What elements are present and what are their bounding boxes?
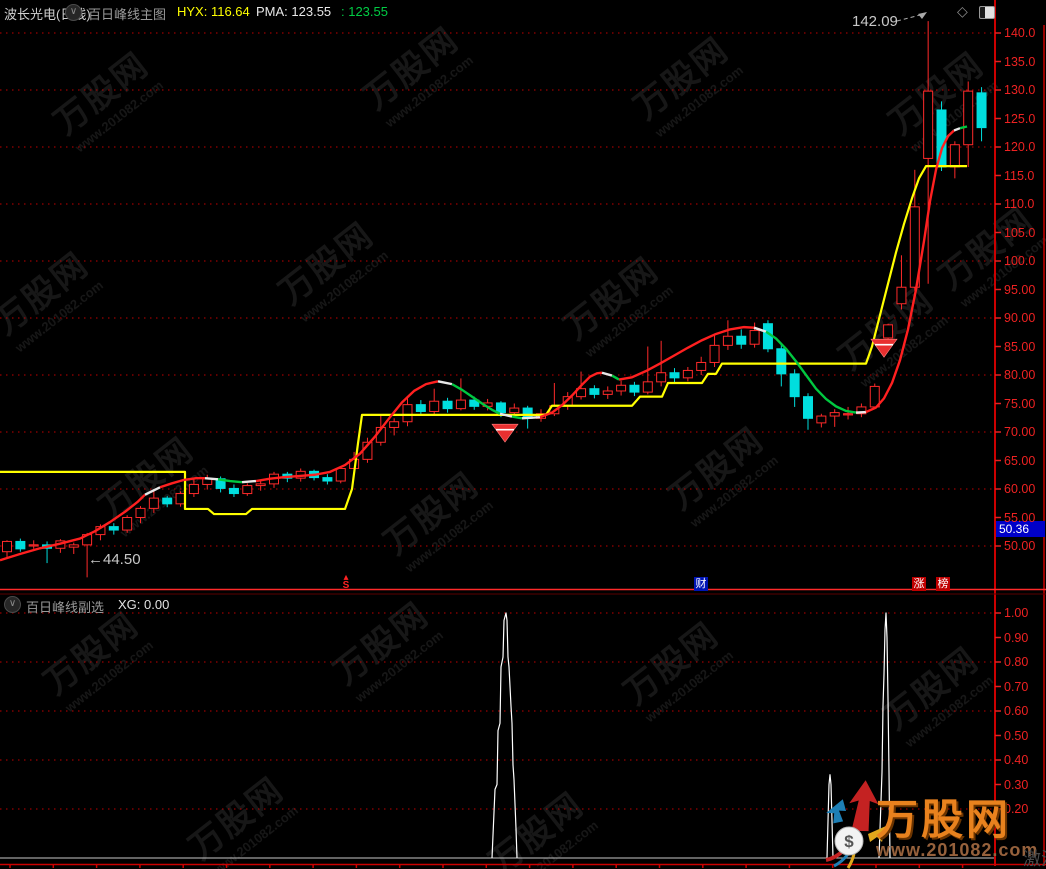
chevron-down-icon: ∨ — [69, 6, 78, 17]
y-axis-label: 0.20 — [1004, 802, 1029, 816]
y-axis-label: 0.50 — [1004, 728, 1029, 743]
y-axis-label: 85.00 — [1004, 339, 1036, 354]
y-axis-label: 130.0 — [1004, 83, 1036, 97]
high-price-annotation: 142.09 — [852, 13, 898, 30]
site-logo-url: www.201082.com — [876, 840, 1039, 860]
y-axis-label: 0.40 — [1004, 753, 1029, 767]
y-axis-label: 0.60 — [1004, 704, 1029, 718]
y-axis-label: 0.80 — [1004, 655, 1029, 669]
low-price-annotation: ←44.50 — [88, 551, 141, 568]
y-axis-label: 105.0 — [1004, 225, 1036, 240]
y-axis-label: 0.30 — [1004, 777, 1029, 792]
activate-label: 激活 — [1023, 849, 1046, 869]
site-logo-mascot: $ — [825, 780, 886, 869]
pma2-value-label: : 123.55 — [341, 4, 388, 19]
site-logo-text: 万股网 — [876, 796, 1012, 843]
y-axis-label: 0.70 — [1004, 679, 1029, 694]
current-price-marker: 50.36 — [996, 521, 1045, 537]
collapse-main-icon[interactable]: ∨ — [65, 4, 82, 21]
rise-event-badge[interactable]: 涨 — [912, 577, 926, 591]
y-axis-label: 80.00 — [1004, 368, 1036, 382]
rank-event-badge[interactable]: 榜 — [936, 577, 950, 591]
sub-indicator-title[interactable]: 百日峰线副选 — [26, 600, 105, 615]
y-axis-label: 1.00 — [1004, 606, 1029, 620]
layout-window-icon[interactable] — [979, 6, 995, 19]
y-axis-label: 50.00 — [1004, 539, 1036, 553]
finance-event-badge[interactable]: 财 — [694, 577, 708, 591]
hyx-value-label: HYX: 116.64 — [177, 4, 250, 19]
xg-value-label: XG: 0.00 — [118, 597, 170, 612]
y-axis-label: 60.00 — [1004, 482, 1036, 496]
collapse-sub-icon[interactable]: ∨ — [4, 596, 21, 613]
y-axis-label: 95.00 — [1004, 282, 1036, 297]
y-axis-label: 140.0 — [1004, 26, 1036, 40]
y-axis-label: 120.0 — [1004, 140, 1036, 154]
signal-s-marker: ▴ S — [340, 572, 352, 591]
y-axis-label: 55.00 — [1004, 510, 1036, 525]
up-arrow-icon: ▴ — [343, 572, 349, 583]
y-axis-label: 90.00 — [1004, 311, 1036, 325]
y-axis-label: 100.0 — [1004, 254, 1036, 268]
y-axis-label: 115.0 — [1004, 168, 1035, 183]
main-indicator-title[interactable]: 百日峰线主图 — [88, 7, 167, 22]
diamond-window-icon[interactable]: ◇ — [957, 3, 968, 19]
y-axis-label: 75.00 — [1004, 396, 1036, 411]
y-axis-label: 70.00 — [1004, 425, 1036, 439]
y-axis-label: 125.0 — [1004, 111, 1036, 126]
y-axis-label: 110.0 — [1004, 197, 1035, 211]
y-axis-label: 65.00 — [1004, 453, 1036, 468]
coin-symbol: $ — [844, 832, 854, 851]
y-axis-label: 135.0 — [1004, 54, 1036, 69]
y-axis-label: 0.90 — [1004, 630, 1029, 645]
pma-value-label: PMA: 123.55 — [256, 4, 332, 19]
chevron-down-icon: ∨ — [8, 598, 17, 609]
